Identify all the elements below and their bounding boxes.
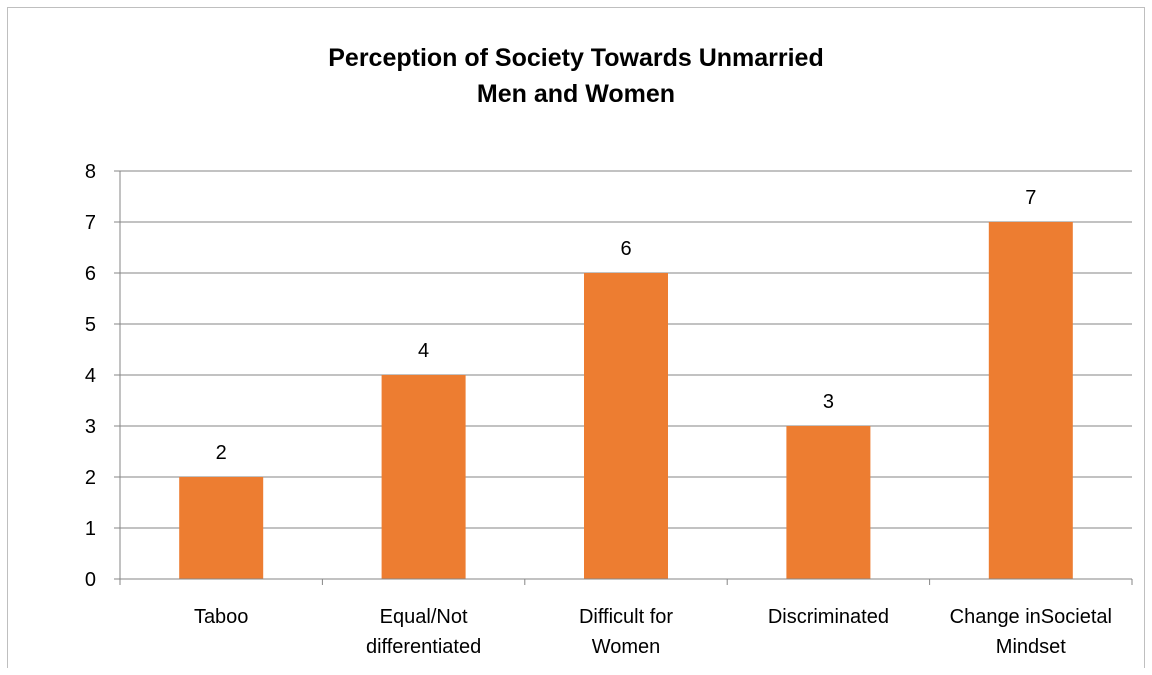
bars — [179, 222, 1073, 579]
labels: 0 1 2 3 4 5 6 7 8 2 Taboo 4 Equal/Not differentiated 6… — [85, 161, 1112, 658]
bar — [786, 426, 871, 579]
category-label: differentiated — [366, 636, 481, 658]
bar — [381, 375, 466, 579]
data-label: 4 — [418, 340, 429, 362]
chart-title-line-1: Perception of Society Towards Unmarried — [328, 44, 824, 72]
data-label: 6 — [620, 238, 631, 260]
y-tick-label: 0 — [85, 569, 96, 591]
y-tick-label: 3 — [85, 416, 96, 438]
category-label: Difficult for — [579, 606, 673, 628]
data-label: 7 — [1025, 187, 1036, 209]
y-tick-label: 4 — [85, 365, 96, 387]
category-label: Change inSocietal — [950, 606, 1112, 628]
y-tick-label: 1 — [85, 518, 96, 540]
data-label: 3 — [823, 391, 834, 413]
bar — [179, 477, 264, 579]
chart-title-line-2: Men and Women — [476, 80, 676, 108]
category-label: Taboo — [194, 606, 249, 628]
category-label: Mindset — [996, 636, 1066, 658]
data-label: 2 — [216, 442, 227, 464]
y-tick-label: 6 — [85, 263, 96, 285]
chart-title: Perception of Society Towards Unmarried … — [0, 40, 1152, 112]
category-label: Discriminated — [768, 606, 889, 628]
y-tick-label: 7 — [85, 212, 96, 234]
axes — [114, 170, 1133, 585]
category-label: Equal/Not — [380, 606, 468, 628]
bar — [988, 222, 1073, 579]
category-label: Women — [592, 636, 661, 658]
y-tick-label: 5 — [85, 314, 96, 336]
y-tick-label: 2 — [85, 467, 96, 489]
y-tick-label: 8 — [85, 161, 96, 183]
bar — [584, 273, 668, 579]
